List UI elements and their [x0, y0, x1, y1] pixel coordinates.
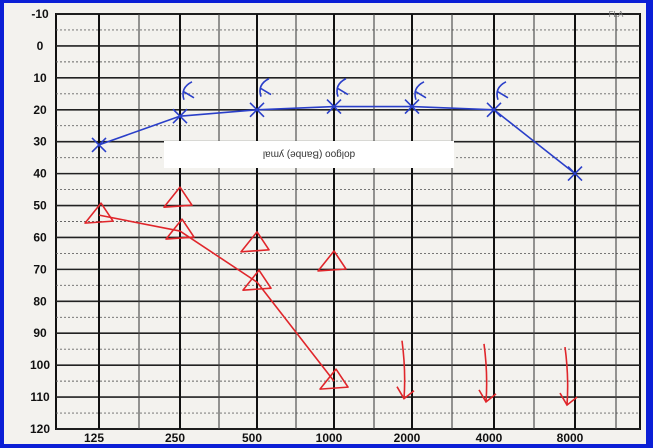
y-tick-label: 40: [33, 167, 47, 181]
y-tick-label: 60: [33, 230, 47, 244]
y-tick-label: 120: [30, 422, 50, 436]
bracket-marker: [182, 81, 195, 101]
y-tick-label: 50: [33, 199, 47, 213]
audiogram-sheet: -10 0 10 20 30 40 50 60 70 80 90 100 110 120 125 250 50…: [4, 3, 646, 444]
y-tick-label: 30: [33, 135, 47, 149]
x-tick-label: 1000: [316, 431, 343, 444]
x-marker: [486, 102, 502, 118]
x-marker: [91, 137, 107, 153]
triangle-marker: [240, 231, 270, 253]
x-axis-ticks: 125 250 500 1000 2000 4000 8000: [84, 431, 584, 444]
triangle-marker: [163, 186, 193, 208]
series: [84, 77, 583, 407]
y-axis-ticks: -10 0 10 20 30 40 50 60 70 80 90 100 110 120: [30, 7, 50, 436]
x-tick-label: 125: [84, 431, 104, 444]
x-tick-label: 8000: [557, 431, 584, 444]
no-response-arrow: [478, 343, 497, 404]
audiogram-chart: -10 0 10 20 30 40 50 60 70 80 90 100 110 120 125 250 50…: [30, 7, 641, 444]
y-tick-label: 70: [33, 262, 47, 276]
y-tick-label: 90: [33, 326, 47, 340]
x-marker: [404, 99, 420, 115]
grid: [55, 13, 641, 430]
bracket-marker: [259, 77, 272, 97]
triangle-marker: [242, 269, 272, 291]
y-tick-label: 80: [33, 294, 47, 308]
annotation-strip: [164, 141, 454, 168]
x-tick-label: 2000: [394, 431, 421, 444]
triangle-marker: [84, 202, 114, 224]
bracket-marker: [336, 77, 349, 97]
bracket-marker: [496, 81, 509, 101]
corner-stamp: FLA: [609, 10, 624, 19]
no-response-arrow: [396, 340, 415, 400]
no-response-arrow: [559, 346, 578, 407]
y-tick-label: -10: [31, 7, 49, 21]
x-marker: [249, 102, 265, 118]
triangle-marker: [317, 250, 347, 272]
x-marker: [567, 166, 583, 182]
triangle-marker: [319, 368, 349, 390]
y-tick-label: 20: [33, 103, 47, 117]
x-marker: [172, 108, 188, 124]
triangle-marker: [165, 218, 195, 240]
inverted-annotation-text: dolgoo (Banbe) ymal: [263, 148, 355, 159]
y-tick-label: 0: [37, 39, 44, 53]
series-line-red: [98, 214, 335, 382]
x-tick-label: 500: [242, 431, 262, 444]
x-marker: [326, 99, 342, 115]
y-tick-label: 10: [33, 71, 47, 85]
x-tick-label: 4000: [476, 431, 503, 444]
bracket-marker: [414, 81, 427, 101]
y-tick-label: 100: [30, 358, 50, 372]
y-tick-label: 110: [30, 390, 50, 404]
annotations: dolgoo (Banbe) ymal FLA: [164, 10, 624, 168]
x-tick-label: 250: [165, 431, 185, 444]
